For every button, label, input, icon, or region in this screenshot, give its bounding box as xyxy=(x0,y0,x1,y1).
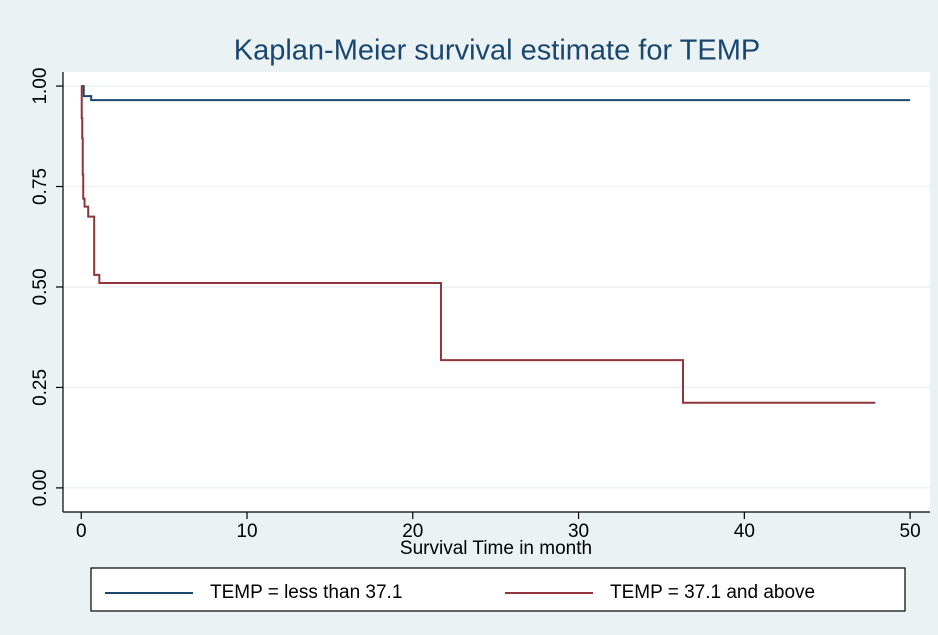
survival-line xyxy=(81,85,911,102)
x-tick-label: 10 xyxy=(236,521,257,542)
x-tick-label: 40 xyxy=(734,521,755,542)
y-tick-label: 1.00 xyxy=(30,68,51,105)
legend xyxy=(90,567,906,612)
legend-label: TEMP = 37.1 and above xyxy=(610,582,815,603)
x-tick-label: 30 xyxy=(568,521,589,542)
survival-line xyxy=(80,85,876,404)
x-tick-label: 50 xyxy=(900,521,921,542)
x-axis-label: Survival Time in month xyxy=(400,538,592,559)
y-tick-label: 0.50 xyxy=(30,268,51,305)
chart-title: Kaplan-Meier survival estimate for TEMP xyxy=(234,35,760,67)
x-tick-label: 20 xyxy=(402,521,423,542)
plot-area xyxy=(63,72,930,512)
x-tick-label: 0 xyxy=(76,521,87,542)
legend-label: TEMP = less than 37.1 xyxy=(210,582,402,603)
y-tick-label: 0.00 xyxy=(30,469,51,506)
y-tick-label: 0.75 xyxy=(30,168,51,205)
y-tick-label: 0.25 xyxy=(30,369,51,406)
